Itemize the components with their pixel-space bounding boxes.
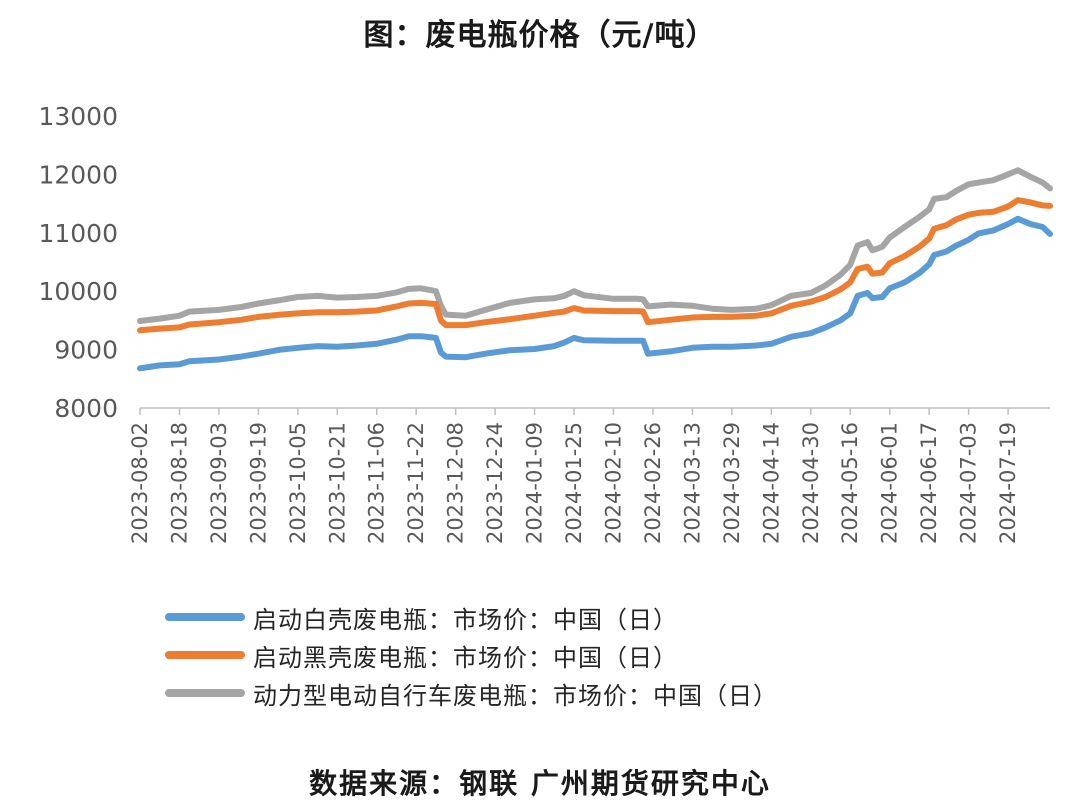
legend-item-black-shell: 启动黑壳废电瓶：市场价：中国（日） xyxy=(165,636,778,674)
y-tick-label: 12000 xyxy=(38,160,118,189)
x-tick-label: 2023-09-03 xyxy=(207,422,231,544)
legend-label: 启动黑壳废电瓶：市场价：中国（日） xyxy=(253,643,678,672)
x-tick-label: 2024-07-19 xyxy=(996,422,1020,544)
y-axis: 8000 9000 10000 11000 12000 13000 xyxy=(38,102,118,423)
x-axis: 2023-08-02 2023-08-18 2023-09-03 2023-09-19… xyxy=(128,407,1050,544)
x-tick-label: 2024-01-25 xyxy=(562,422,586,544)
x-tick-label: 2024-05-16 xyxy=(838,422,862,544)
legend: 启动白壳废电瓶：市场价：中国（日） 启动黑壳废电瓶：市场价：中国（日） 动力型电… xyxy=(165,598,778,712)
x-tick-label: 2024-07-03 xyxy=(957,422,981,544)
series-line-white-shell xyxy=(137,215,1053,372)
x-tick-label: 2024-06-01 xyxy=(878,422,902,544)
legend-swatch xyxy=(165,689,245,697)
x-tick-label: 2024-03-13 xyxy=(680,422,704,544)
x-tick-label: 2024-02-10 xyxy=(601,422,625,544)
legend-item-ebike: 动力型电动自行车废电瓶：市场价：中国（日） xyxy=(165,674,778,712)
x-tick-label: 2024-04-30 xyxy=(799,422,823,544)
x-tick-label: 2023-09-19 xyxy=(246,422,270,544)
x-tick-label: 2024-04-14 xyxy=(759,422,783,544)
x-tick-label: 2024-06-17 xyxy=(917,422,941,544)
legend-swatch xyxy=(165,651,245,659)
series-lines xyxy=(137,167,1053,372)
y-tick-label: 13000 xyxy=(38,102,118,131)
x-tick-label: 2023-10-05 xyxy=(286,422,310,544)
x-tick-label: 2023-12-08 xyxy=(444,422,468,544)
x-tick-label: 2024-03-29 xyxy=(720,422,744,544)
chart-title: 图：废电瓶价格（元/吨） xyxy=(363,18,717,53)
legend-item-white-shell: 启动白壳废电瓶：市场价：中国（日） xyxy=(165,598,778,636)
y-tick-label: 9000 xyxy=(54,336,118,365)
x-tick-label: 2023-10-21 xyxy=(325,422,349,544)
series-line-ebike xyxy=(137,167,1053,324)
x-tick-label: 2023-08-18 xyxy=(167,422,191,544)
x-tick-label: 2023-12-24 xyxy=(483,422,507,544)
y-tick-label: 11000 xyxy=(38,219,118,248)
x-tick-label: 2023-11-22 xyxy=(404,422,428,544)
x-tick-label: 2024-02-26 xyxy=(641,422,665,544)
legend-label: 动力型电动自行车废电瓶：市场价：中国（日） xyxy=(253,681,778,710)
legend-label: 启动白壳废电瓶：市场价：中国（日） xyxy=(253,605,678,634)
data-source: 数据来源：钢联 广州期货研究中心 xyxy=(309,767,771,800)
x-tick-label: 2023-11-06 xyxy=(365,422,389,544)
y-tick-label: 10000 xyxy=(38,277,118,306)
y-tick-label: 8000 xyxy=(54,394,118,423)
series-line-black-shell xyxy=(137,197,1053,334)
x-tick-label: 2023-08-02 xyxy=(128,422,152,544)
x-tick-label: 2024-01-09 xyxy=(523,422,547,544)
legend-swatch xyxy=(165,613,245,621)
